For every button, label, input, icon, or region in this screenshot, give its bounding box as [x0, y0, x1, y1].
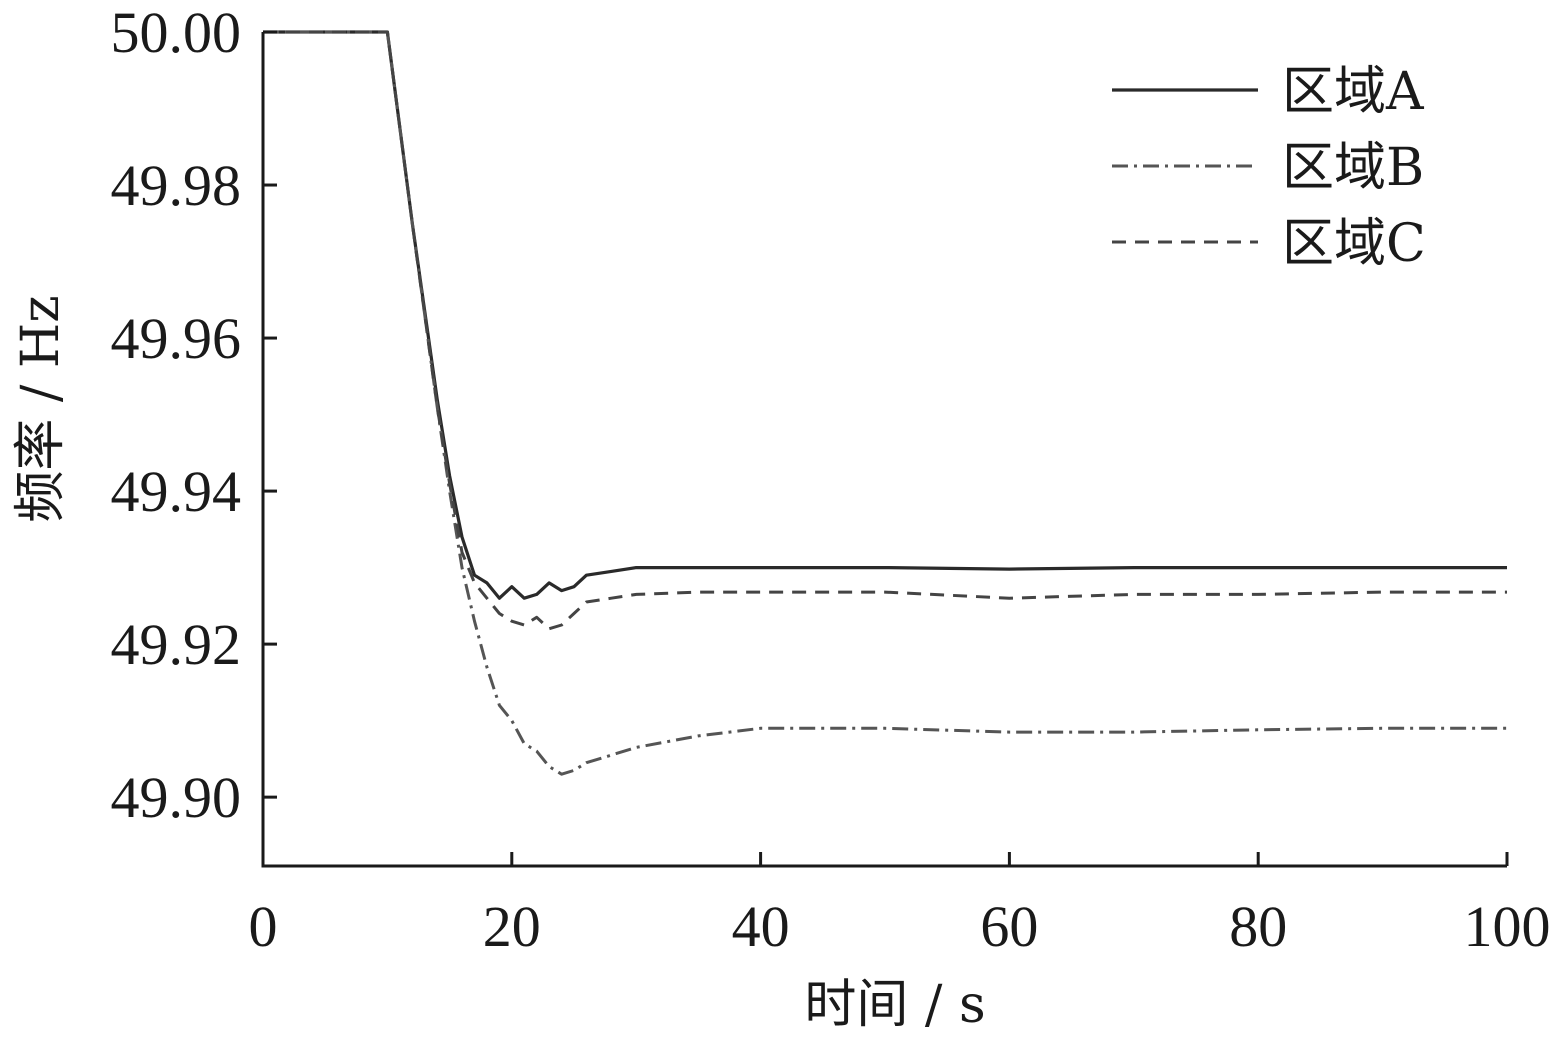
series-line-1: [263, 30, 1507, 600]
x-tick-label: 0: [249, 894, 278, 959]
legend: 区域A 区域B 区域C: [1112, 62, 1426, 274]
series-group: [263, 30, 1507, 776]
y-tick-label: 49.90: [111, 765, 242, 830]
legend-label-2: 区域B: [1282, 138, 1424, 198]
x-axis-title: 时间 / s: [804, 975, 985, 1035]
legend-label-1: 区域A: [1282, 62, 1425, 122]
series-line-2: [263, 30, 1507, 776]
legend-label-3: 区域C: [1282, 214, 1426, 274]
y-tick-label: 50.00: [111, 0, 242, 65]
y-axis-title: 频率 / Hz: [11, 295, 71, 522]
y-tick-label: 49.92: [111, 612, 242, 677]
y-axis-ticks: 49.90 49.92 49.94 49.96 49.98 50.00: [111, 0, 277, 830]
x-tick-label: 80: [1229, 894, 1287, 959]
x-axis-ticks: 0 20 40 60 80 100: [249, 852, 1551, 959]
x-tick-label: 20: [483, 894, 541, 959]
x-tick-label: 60: [980, 894, 1038, 959]
y-tick-label: 49.96: [111, 306, 242, 371]
series-line-3: [263, 30, 1507, 631]
x-tick-label: 100: [1464, 894, 1551, 959]
x-tick-label: 40: [732, 894, 790, 959]
y-tick-label: 49.94: [111, 459, 242, 524]
y-tick-label: 49.98: [111, 153, 242, 218]
